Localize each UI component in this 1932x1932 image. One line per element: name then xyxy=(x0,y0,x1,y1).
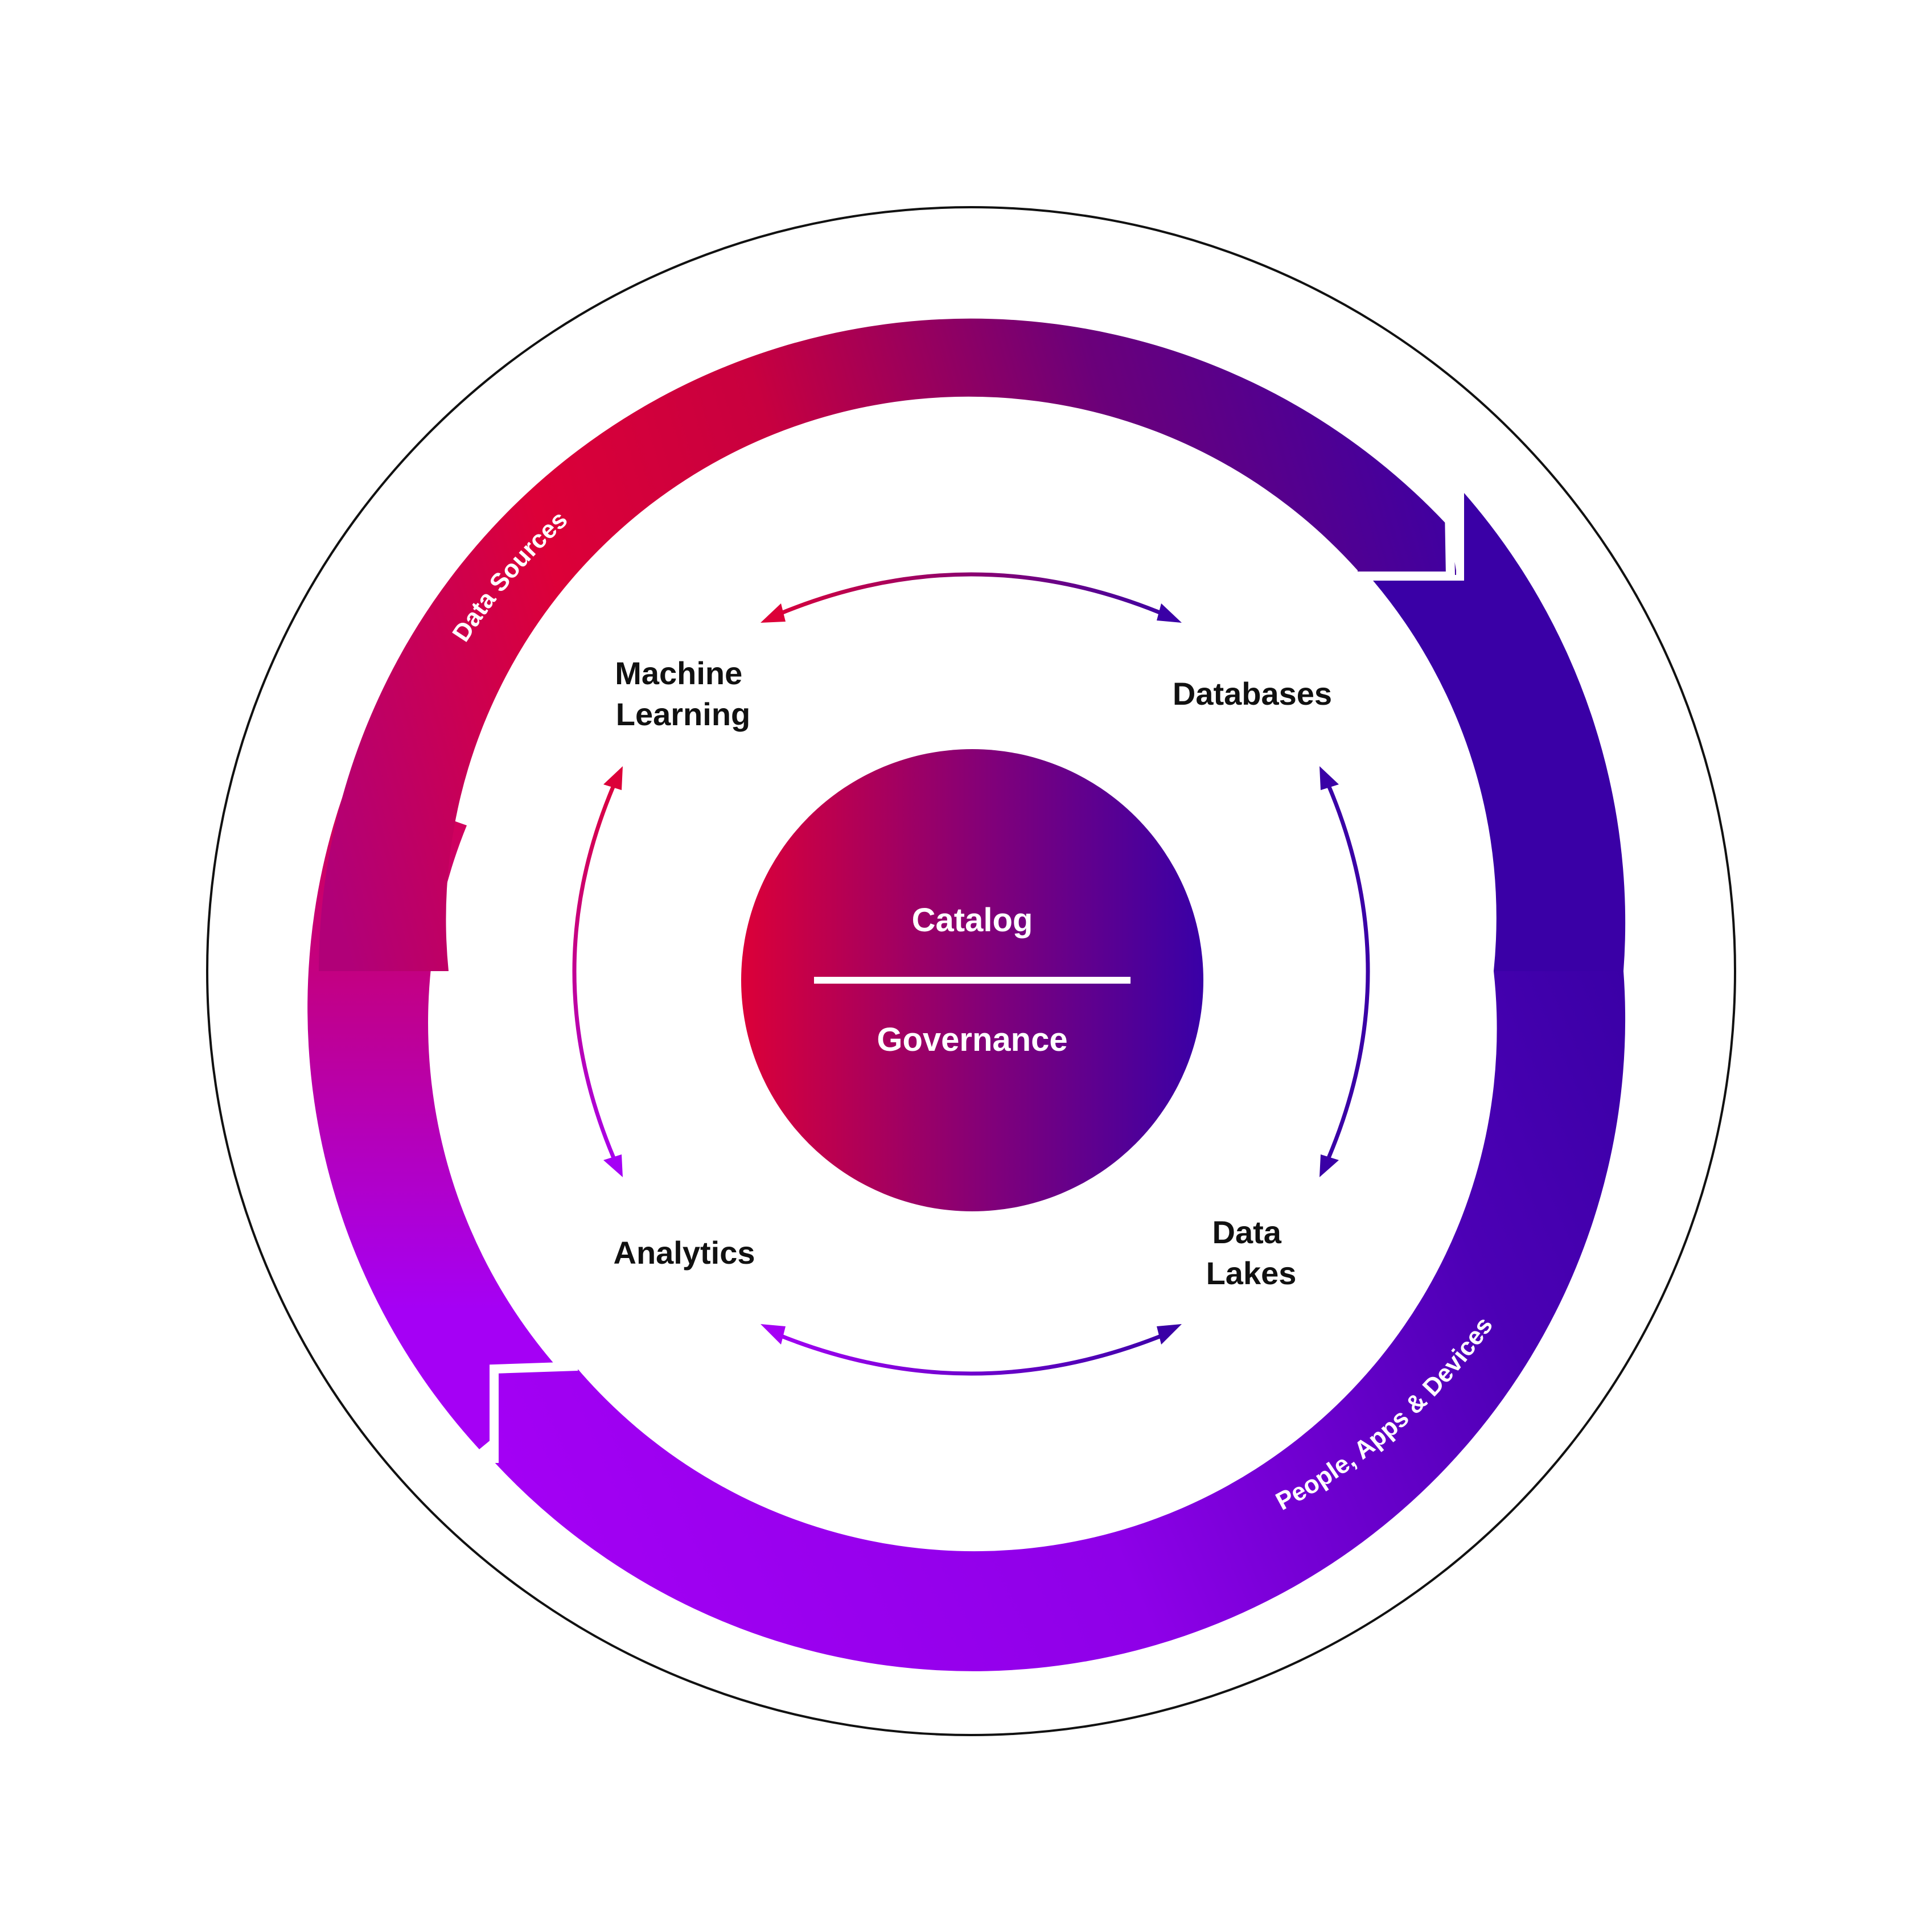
ring-segment-people-apps-devices xyxy=(492,971,1626,1671)
node-machine-learning: Machine Learning xyxy=(615,655,751,732)
outer-boundary-circle xyxy=(206,206,1736,1736)
connector-bottom xyxy=(761,1324,1182,1376)
arrowhead-right-top xyxy=(1319,766,1339,790)
ring-segment-right xyxy=(1373,493,1626,971)
ring-joint-top-right xyxy=(1358,478,1456,581)
connector-left xyxy=(572,766,623,1177)
arrowhead-bottom-right xyxy=(1157,1324,1182,1345)
core-label-governance: Governance xyxy=(877,1021,1067,1058)
arrowhead-right-bottom xyxy=(1319,1154,1339,1177)
arrowhead-left-bottom xyxy=(603,1154,623,1177)
core-label-catalog: Catalog xyxy=(912,902,1033,939)
arrowhead-top-right xyxy=(1157,603,1182,623)
connector-top xyxy=(761,572,1182,623)
connector-right xyxy=(1319,766,1370,1177)
ring-joint-bottom-left xyxy=(490,1362,578,1463)
arrowhead-left-top xyxy=(603,766,623,790)
ring-segment-data-sources xyxy=(318,318,1456,972)
node-databases: Databases xyxy=(1173,676,1332,712)
arrowhead-bottom-left xyxy=(761,1324,786,1345)
node-analytics: Analytics xyxy=(614,1235,755,1271)
node-data-lakes: Data Lakes xyxy=(1206,1214,1297,1291)
arrowhead-top-left xyxy=(761,603,786,623)
